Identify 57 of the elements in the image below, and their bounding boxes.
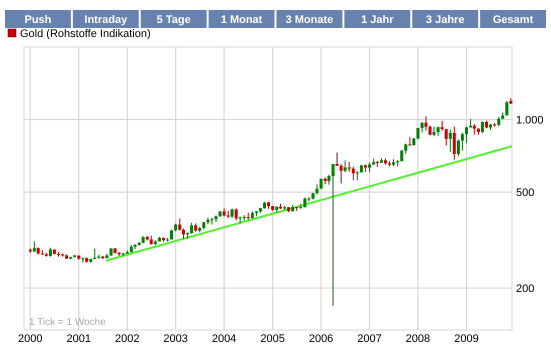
candlestick [368, 162, 371, 173]
tab-button: 1 Monat [208, 10, 274, 28]
candlestick [400, 149, 404, 162]
candlestick [464, 126, 468, 144]
y-tick-label: 200 [516, 283, 534, 296]
candlestick [340, 164, 343, 184]
candlestick [460, 132, 464, 152]
tab-button: 3 Monate [276, 10, 342, 28]
x-tick-label: 2008 [406, 333, 430, 344]
candlestick [452, 126, 456, 160]
x-tick-label: 2006 [308, 333, 334, 344]
candlestick [404, 143, 408, 154]
x-tick-label: 2001 [66, 333, 92, 344]
candlestick [428, 124, 432, 136]
candlestick [344, 160, 347, 173]
x-tick-label: 2005 [260, 333, 285, 344]
candlestick [456, 139, 460, 157]
candlestick [320, 178, 323, 190]
candlestick [332, 164, 335, 306]
candlestick [420, 122, 424, 134]
candlestick [436, 126, 440, 136]
candlestick [190, 222, 194, 234]
tab-button: 3 Jahre [412, 10, 478, 28]
candlestick [505, 100, 508, 116]
candlestick [352, 166, 355, 181]
candlestick [356, 170, 359, 181]
y-tick-label: 500 [516, 187, 534, 200]
tab-button: Push [5, 10, 71, 28]
x-tick-label: 2000 [18, 333, 42, 344]
candlestick [335, 152, 338, 166]
candlestick [327, 174, 330, 186]
legend-label: Gold (Rohstoffe Indikation) [20, 28, 151, 40]
tab-button: Gesamt [480, 10, 546, 28]
candlestick [497, 116, 500, 127]
x-tick-label: 2004 [212, 333, 236, 344]
x-tick-label: 2002 [114, 333, 140, 344]
candlestick [432, 126, 436, 137]
x-tick-label: 2009 [454, 333, 479, 344]
candlestick [246, 212, 250, 220]
candlestick [315, 184, 318, 195]
candlestick [444, 128, 448, 146]
annotation: 1 Tick = 1 Woche [29, 317, 106, 328]
candlestick [424, 116, 428, 131]
candlestick [440, 120, 444, 132]
x-tick-label: 2003 [163, 333, 188, 344]
candlestick [32, 241, 36, 253]
candlestick [230, 208, 234, 218]
candlestick [416, 127, 420, 140]
candlestick [303, 197, 306, 208]
tab-button: Intraday [72, 10, 139, 28]
candlestick [480, 120, 484, 134]
candlestick [448, 128, 452, 152]
tab-button: 5 Tage [140, 10, 207, 28]
tab-button: 1 Jahr [344, 10, 410, 28]
y-tick-label: 1.000 [516, 114, 544, 127]
x-tick-label: 2007 [357, 333, 382, 344]
candlestick [234, 208, 238, 221]
